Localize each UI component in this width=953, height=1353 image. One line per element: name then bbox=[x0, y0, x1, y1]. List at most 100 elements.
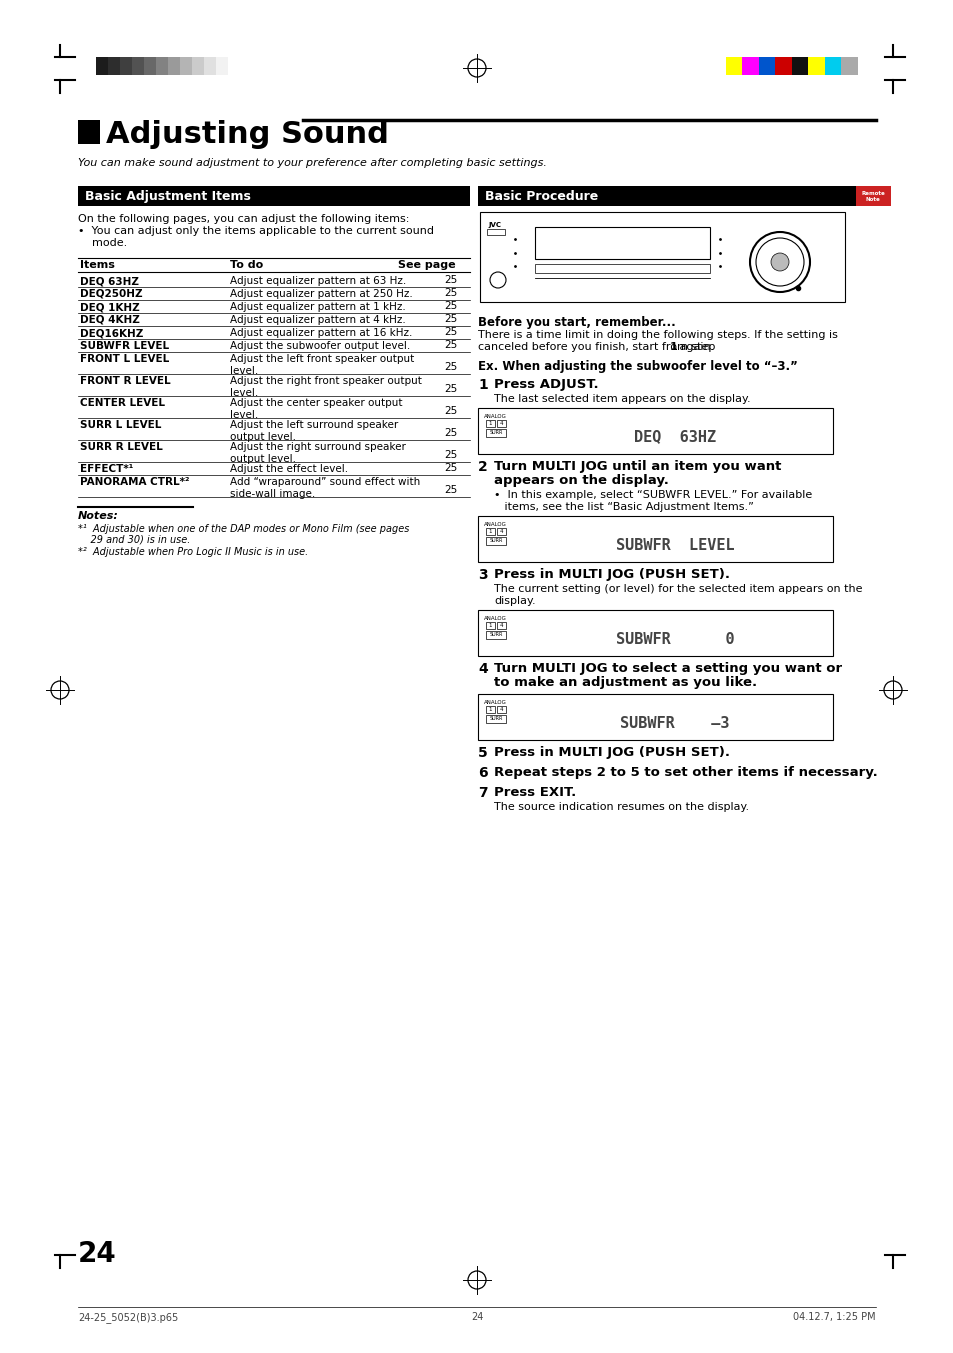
Text: Basic Adjustment Items: Basic Adjustment Items bbox=[85, 189, 251, 203]
Text: Adjust equalizer pattern at 1 kHz.: Adjust equalizer pattern at 1 kHz. bbox=[230, 302, 405, 313]
Bar bbox=[497, 706, 505, 713]
Bar bbox=[156, 57, 169, 74]
Text: 25: 25 bbox=[444, 463, 457, 474]
Bar bbox=[807, 57, 824, 74]
Text: Adjust the right front speaker output
level.: Adjust the right front speaker output le… bbox=[230, 376, 421, 398]
Text: ANALOG: ANALOG bbox=[483, 522, 506, 528]
Bar bbox=[841, 57, 858, 74]
Bar bbox=[479, 212, 844, 302]
Text: 1: 1 bbox=[669, 342, 677, 352]
Bar bbox=[144, 57, 156, 74]
Text: SUBWFR LEVEL: SUBWFR LEVEL bbox=[80, 341, 169, 350]
Text: 24: 24 bbox=[471, 1312, 482, 1322]
Circle shape bbox=[490, 272, 505, 288]
Text: SURR L LEVEL: SURR L LEVEL bbox=[80, 419, 161, 430]
Text: Repeat steps 2 to 5 to set other items if necessary.: Repeat steps 2 to 5 to set other items i… bbox=[494, 766, 877, 779]
Text: 3: 3 bbox=[477, 568, 487, 582]
Bar bbox=[485, 714, 505, 723]
Text: display.: display. bbox=[494, 597, 535, 606]
Text: The source indication resumes on the display.: The source indication resumes on the dis… bbox=[494, 802, 748, 812]
Text: Adjust the subwoofer output level.: Adjust the subwoofer output level. bbox=[230, 341, 410, 350]
Text: 1: 1 bbox=[477, 377, 487, 392]
Bar bbox=[725, 57, 742, 74]
Text: 4: 4 bbox=[498, 421, 502, 426]
Text: *¹  Adjustable when one of the DAP modes or Mono Film (see pages: *¹ Adjustable when one of the DAP modes … bbox=[78, 524, 409, 534]
Text: 1: 1 bbox=[488, 622, 491, 628]
Text: Ex. When adjusting the subwoofer level to “–3.”: Ex. When adjusting the subwoofer level t… bbox=[477, 360, 797, 373]
Text: SUBWFR      0: SUBWFR 0 bbox=[615, 632, 734, 647]
Text: CENTER LEVEL: CENTER LEVEL bbox=[80, 398, 165, 409]
Text: 7: 7 bbox=[477, 786, 487, 800]
Text: See page: See page bbox=[398, 260, 456, 271]
Bar bbox=[204, 57, 216, 74]
Text: DEQ  63HZ: DEQ 63HZ bbox=[634, 429, 716, 445]
Text: You can make sound adjustment to your preference after completing basic settings: You can make sound adjustment to your pr… bbox=[78, 158, 546, 168]
Bar bbox=[791, 57, 808, 74]
Text: 25: 25 bbox=[444, 300, 457, 311]
Text: Basic Procedure: Basic Procedure bbox=[484, 189, 598, 203]
Text: Adjusting Sound: Adjusting Sound bbox=[106, 120, 389, 149]
Text: •  In this example, select “SUBWFR LEVEL.” For available: • In this example, select “SUBWFR LEVEL.… bbox=[494, 490, 811, 501]
Bar bbox=[759, 57, 775, 74]
Bar bbox=[535, 264, 709, 273]
Text: The current setting (or level) for the selected item appears on the: The current setting (or level) for the s… bbox=[494, 584, 862, 594]
Bar bbox=[775, 57, 792, 74]
Bar bbox=[485, 537, 505, 545]
Text: Items: Items bbox=[80, 260, 114, 271]
Text: canceled before you finish, start from step: canceled before you finish, start from s… bbox=[477, 342, 719, 352]
Text: 6: 6 bbox=[477, 766, 487, 779]
Text: Remote: Remote bbox=[861, 191, 884, 196]
Bar bbox=[485, 706, 495, 713]
Text: 25: 25 bbox=[444, 275, 457, 285]
Text: appears on the display.: appears on the display. bbox=[494, 474, 668, 487]
Text: 25: 25 bbox=[444, 288, 457, 298]
Bar bbox=[485, 419, 495, 428]
Text: SUBWFR  LEVEL: SUBWFR LEVEL bbox=[615, 537, 734, 552]
Text: Adjust the center speaker output
level.: Adjust the center speaker output level. bbox=[230, 398, 402, 419]
Bar bbox=[741, 57, 759, 74]
Text: Press in MULTI JOG (PUSH SET).: Press in MULTI JOG (PUSH SET). bbox=[494, 568, 729, 580]
Bar bbox=[120, 57, 132, 74]
Text: 25: 25 bbox=[444, 484, 457, 495]
Text: 25: 25 bbox=[444, 428, 457, 438]
Text: Add “wraparound” sound effect with
side-wall image.: Add “wraparound” sound effect with side-… bbox=[230, 478, 420, 499]
Text: 24: 24 bbox=[78, 1239, 116, 1268]
Text: Press EXIT.: Press EXIT. bbox=[494, 786, 576, 800]
Bar bbox=[535, 227, 709, 258]
Text: On the following pages, you can adjust the following items:: On the following pages, you can adjust t… bbox=[78, 214, 409, 225]
Text: *²  Adjustable when Pro Logic II Music is in use.: *² Adjustable when Pro Logic II Music is… bbox=[78, 547, 308, 557]
Text: DEQ 1KHZ: DEQ 1KHZ bbox=[80, 302, 139, 313]
Text: SURR: SURR bbox=[489, 430, 502, 436]
Bar bbox=[485, 630, 505, 639]
Text: Adjust the effect level.: Adjust the effect level. bbox=[230, 464, 348, 474]
Text: again.: again. bbox=[676, 342, 714, 352]
Text: FRONT R LEVEL: FRONT R LEVEL bbox=[80, 376, 171, 386]
Text: 25: 25 bbox=[444, 363, 457, 372]
Bar bbox=[477, 185, 855, 206]
Text: 4: 4 bbox=[498, 708, 502, 712]
Text: 25: 25 bbox=[444, 314, 457, 323]
Text: Before you start, remember...: Before you start, remember... bbox=[477, 317, 675, 329]
Text: Notes:: Notes: bbox=[78, 511, 119, 521]
Text: SUBWFR    –3: SUBWFR –3 bbox=[619, 716, 729, 731]
Bar bbox=[497, 528, 505, 534]
Bar bbox=[96, 57, 109, 74]
Bar bbox=[855, 185, 890, 206]
Bar bbox=[485, 429, 505, 437]
Bar bbox=[485, 622, 495, 629]
Text: Turn MULTI JOG to select a setting you want or: Turn MULTI JOG to select a setting you w… bbox=[494, 662, 841, 675]
Text: ANALOG: ANALOG bbox=[483, 414, 506, 419]
Bar bbox=[477, 610, 832, 656]
Text: SURR: SURR bbox=[489, 538, 502, 543]
Text: 25: 25 bbox=[444, 384, 457, 394]
Text: Turn MULTI JOG until an item you want: Turn MULTI JOG until an item you want bbox=[494, 460, 781, 474]
Text: 25: 25 bbox=[444, 340, 457, 350]
Text: •  You can adjust only the items applicable to the current sound: • You can adjust only the items applicab… bbox=[78, 226, 434, 235]
Bar bbox=[168, 57, 180, 74]
Text: ANALOG: ANALOG bbox=[483, 616, 506, 621]
Bar bbox=[824, 57, 841, 74]
Text: PANORAMA CTRL*²: PANORAMA CTRL*² bbox=[80, 478, 190, 487]
Text: Adjust equalizer pattern at 250 Hz.: Adjust equalizer pattern at 250 Hz. bbox=[230, 290, 413, 299]
Circle shape bbox=[770, 253, 788, 271]
Text: FRONT L LEVEL: FRONT L LEVEL bbox=[80, 354, 169, 364]
